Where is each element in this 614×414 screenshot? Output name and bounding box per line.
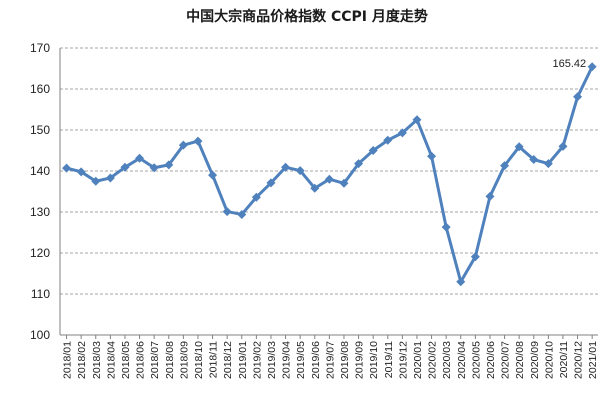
data-point: [149, 163, 159, 173]
x-tick-label: 2019/02: [251, 341, 263, 379]
data-point: [412, 115, 422, 125]
data-point: [164, 160, 174, 170]
x-tick-label: 2019/09: [354, 341, 366, 379]
x-tick-label: 2020/07: [500, 341, 512, 379]
x-tick-label: 2018/01: [62, 341, 74, 379]
data-point: [120, 162, 130, 172]
x-tick-label: 2018/12: [222, 341, 234, 379]
data-point: [368, 146, 378, 155]
data-label: 165.42: [553, 58, 587, 70]
x-tick-label: 2020/12: [573, 341, 585, 379]
x-tick-label: 2018/09: [178, 341, 190, 379]
data-point: [91, 176, 101, 186]
data-point: [62, 163, 72, 173]
data-point: [76, 167, 86, 177]
data-point: [383, 135, 393, 145]
x-tick-label: 2018/04: [105, 341, 117, 379]
x-tick-label: 2018/06: [135, 341, 147, 379]
data-point: [310, 183, 320, 193]
x-tick-label: 2018/10: [193, 341, 205, 379]
data-point: [441, 222, 451, 232]
y-tick-label: 160: [30, 82, 50, 96]
y-tick-label: 150: [30, 123, 50, 137]
x-tick-label: 2020/02: [427, 341, 439, 379]
data-point: [222, 207, 232, 217]
data-point: [470, 252, 480, 262]
x-tick-label: 2019/11: [383, 341, 395, 378]
data-point: [105, 173, 115, 183]
data-point: [193, 136, 203, 146]
series-line: [66, 66, 594, 284]
data-point: [135, 153, 145, 163]
x-tick-label: 2018/03: [91, 341, 103, 379]
data-point: [573, 92, 583, 102]
data-point: [208, 170, 218, 180]
x-tick-label: 2019/03: [266, 341, 278, 379]
data-point: [354, 159, 364, 169]
x-tick-label: 2020/04: [456, 341, 468, 379]
data-point: [266, 178, 276, 188]
data-point: [251, 192, 261, 202]
x-tick-label: 2021/01: [587, 341, 599, 379]
data-point: [339, 178, 349, 188]
x-tick-label: 2019/04: [281, 341, 293, 379]
x-tick-label: 2020/08: [514, 341, 526, 379]
y-tick-label: 110: [31, 287, 50, 301]
data-point: [324, 174, 334, 184]
x-tick-label: 2019/06: [310, 341, 322, 379]
data-point: [237, 209, 247, 219]
x-tick-label: 2019/10: [368, 341, 380, 379]
x-tick-label: 2019/07: [324, 341, 336, 379]
data-point: [514, 142, 524, 152]
data-point: [295, 166, 305, 176]
data-point: [558, 141, 568, 151]
y-tick-label: 120: [30, 246, 50, 260]
x-tick-label: 2020/05: [470, 341, 482, 379]
x-tick-label: 2020/03: [441, 341, 453, 379]
y-tick-label: 130: [30, 205, 50, 219]
data-point: [456, 277, 466, 287]
x-tick-label: 2019/01: [237, 341, 249, 379]
x-tick-label: 2020/09: [529, 341, 541, 379]
data-point: [485, 191, 495, 201]
chart-title: 中国大宗商品价格指数 CCPI 月度走势: [186, 9, 428, 25]
grid-lines: [60, 47, 598, 295]
x-tick-label: 2018/08: [164, 341, 176, 379]
data-point: [543, 159, 553, 169]
y-tick-label: 140: [30, 164, 50, 178]
data-point: [281, 162, 291, 172]
series-layer: [62, 62, 597, 287]
data-point: [178, 140, 188, 150]
x-tick-label: 2020/06: [485, 341, 497, 379]
x-tick-label: 2018/07: [149, 341, 161, 379]
data-point: [500, 161, 510, 171]
y-tick-label: 170: [30, 41, 50, 55]
y-tick-labels: 100 110 120 130 140 150 160 170: [30, 41, 50, 342]
x-tick-label: 2020/01: [412, 341, 424, 379]
y-tick-label: 100: [30, 328, 50, 342]
annotations: 165.42: [553, 58, 587, 70]
x-tick-label: 2019/12: [397, 341, 409, 379]
data-point: [529, 155, 539, 165]
x-tick-label: 2020/10: [543, 341, 555, 379]
x-tick-labels: 2018/01 2018/02 2018/03 2018/04 2018/05 2018/…: [62, 341, 600, 379]
x-tick-label: 2018/05: [120, 341, 132, 379]
x-tick-label: 2018/02: [76, 341, 88, 379]
x-tick-label: 2019/05: [295, 341, 307, 379]
x-tick-label: 2018/11: [208, 341, 220, 378]
axes: [59, 48, 598, 339]
x-tick-label: 2019/08: [339, 341, 351, 379]
x-tick-label: 2020/11: [558, 341, 570, 378]
data-point: [587, 62, 597, 72]
data-point: [427, 151, 437, 161]
data-point: [397, 128, 407, 138]
